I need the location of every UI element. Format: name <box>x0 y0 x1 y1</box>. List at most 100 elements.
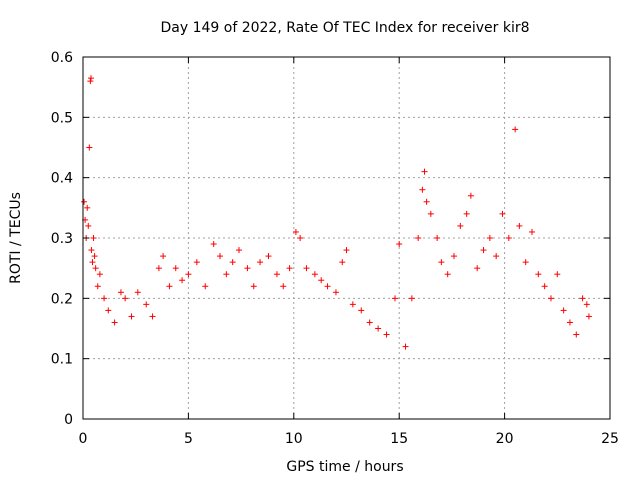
data-point <box>541 283 548 290</box>
data-point <box>297 235 304 241</box>
data-point <box>463 210 470 217</box>
data-point <box>303 265 310 272</box>
data-point <box>358 307 365 314</box>
data-point <box>166 283 173 290</box>
axis-ticks <box>82 56 611 420</box>
data-point <box>101 295 108 302</box>
data-point <box>84 204 91 211</box>
y-tick-label: 0.1 <box>51 352 73 368</box>
y-tick-label: 0.5 <box>51 110 73 126</box>
data-point <box>91 253 98 260</box>
data-point <box>185 271 192 278</box>
data-point <box>423 198 430 205</box>
x-tick-label: 15 <box>390 431 408 447</box>
data-point <box>257 259 264 266</box>
data-point <box>202 283 209 290</box>
data-point <box>396 241 403 248</box>
data-point <box>438 259 445 266</box>
data-point <box>223 271 230 278</box>
x-tick-labels: 0 5 10 15 20 25 <box>79 431 619 447</box>
data-point <box>391 295 398 302</box>
y-tick-labels: 0 0.1 0.2 0.3 0.4 0.5 0.6 <box>51 50 73 428</box>
data-point <box>573 331 580 338</box>
data-point <box>343 247 350 254</box>
data-point <box>529 228 536 235</box>
data-point <box>415 235 422 241</box>
data-point <box>86 144 93 151</box>
data-point <box>160 253 167 260</box>
data-point <box>111 319 118 326</box>
data-point <box>375 325 382 332</box>
data-point <box>512 126 519 133</box>
data-point <box>554 271 561 278</box>
x-tick-label: 0 <box>79 431 88 447</box>
data-point <box>155 265 162 272</box>
data-point <box>383 331 390 338</box>
data-point <box>318 277 325 284</box>
data-point <box>547 295 554 302</box>
data-point <box>250 283 257 290</box>
data-point <box>89 259 96 266</box>
data-point <box>535 271 542 278</box>
data-point <box>474 265 481 272</box>
data-point <box>457 222 464 229</box>
data-point <box>332 289 339 296</box>
data-point <box>193 259 200 266</box>
data-point <box>235 247 242 254</box>
data-point <box>286 265 293 272</box>
data-point <box>522 259 529 266</box>
data-point <box>467 192 474 199</box>
data-point <box>149 313 156 320</box>
data-point <box>324 283 331 290</box>
data-point <box>105 307 112 314</box>
data-point <box>143 301 150 308</box>
x-tick-label: 20 <box>496 431 514 447</box>
data-point <box>579 295 586 302</box>
data-point <box>273 271 280 278</box>
data-point <box>560 307 567 314</box>
data-point <box>87 78 94 85</box>
x-tick-label: 10 <box>285 431 303 447</box>
data-point <box>585 313 592 320</box>
data-point <box>217 253 224 260</box>
data-point <box>90 235 97 241</box>
data-point <box>583 301 590 308</box>
data-point <box>421 168 428 175</box>
y-axis-label: ROTI / TECUs <box>8 192 24 284</box>
data-point <box>280 283 287 290</box>
chart-title: Day 149 of 2022, Rate Of TEC Index for r… <box>160 20 529 36</box>
data-point <box>349 301 356 308</box>
data-point <box>451 253 458 260</box>
data-point <box>265 253 272 260</box>
data-point <box>427 210 434 217</box>
data-point <box>402 343 409 350</box>
y-tick-label: 0.6 <box>51 50 73 66</box>
data-point <box>88 75 95 82</box>
data-point <box>505 235 512 241</box>
x-tick-label: 5 <box>184 431 193 447</box>
data-point <box>408 295 415 302</box>
data-point <box>128 313 135 320</box>
x-axis-label: GPS time / hours <box>286 459 403 475</box>
data-point <box>486 235 493 241</box>
data-point <box>419 186 426 193</box>
data-point <box>311 271 318 278</box>
data-point <box>366 319 373 326</box>
data-point <box>493 253 500 260</box>
data-point <box>434 235 441 241</box>
data-point <box>210 241 217 248</box>
data-points <box>81 75 592 350</box>
data-point <box>122 295 129 302</box>
data-point <box>81 198 88 205</box>
data-point <box>96 271 103 278</box>
data-point <box>179 277 186 284</box>
data-point <box>85 222 92 229</box>
data-point <box>117 289 124 296</box>
y-tick-label: 0.2 <box>51 291 73 307</box>
y-tick-label: 0 <box>64 412 73 428</box>
data-point <box>480 247 487 254</box>
grid <box>83 57 610 419</box>
data-point <box>172 265 179 272</box>
data-point <box>499 210 506 217</box>
